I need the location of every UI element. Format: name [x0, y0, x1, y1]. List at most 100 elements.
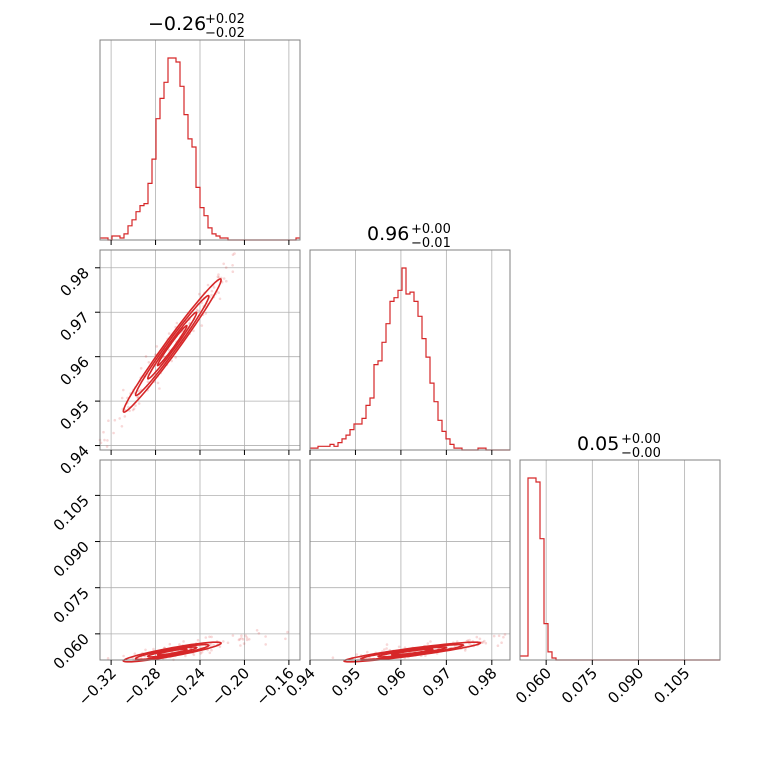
hist-p2-frame: [519, 459, 721, 661]
pair-p1-p2-sample-point: [385, 647, 388, 650]
pair-p0-p2-sample-point: [192, 653, 196, 657]
pair-p0-p2-sample-point: [240, 637, 243, 640]
pair-p0-p1-sample-point: [103, 438, 106, 442]
x-tick-label: −0.28: [119, 664, 164, 709]
x-tick-label: 0.97: [419, 664, 455, 700]
pair-p0-p1-contour-level: [156, 324, 188, 367]
title-param-0-lower: −0.02: [205, 26, 245, 41]
pair-p0-p1-sample-point: [155, 345, 159, 348]
pair-p0-p2-sample-point: [168, 642, 172, 646]
pair-p0-p2-sample-point: [247, 638, 251, 641]
pair-p0-p1-contour-level: [122, 278, 222, 414]
pair-p0-p1-sample-point: [231, 253, 235, 256]
pair-p0-p1-sample-point: [195, 308, 199, 312]
y-tick-label: 0.075: [50, 584, 93, 627]
title-param-2-median: 0.05: [577, 433, 619, 455]
pair-p1-p2-sample-point: [483, 639, 486, 643]
pair-p1-p2-sample-point: [424, 654, 427, 657]
pair-p0-p1-sample-point: [118, 417, 121, 420]
pair-p0-p1-sample-point: [224, 266, 228, 269]
pair-p1-p2-sample-point: [397, 645, 401, 649]
pair-p0-p1-sample-point: [122, 388, 125, 392]
pair-p0-p2-sample-point: [222, 640, 225, 643]
y-tick-label: 0.96: [56, 353, 92, 389]
pair-p0-p2-sample-point: [284, 637, 287, 641]
pair-p0-p1-sample-point: [216, 275, 220, 279]
pair-p1-p2-sample-point: [481, 641, 485, 644]
pair-p0-p1-sample-point: [231, 264, 234, 267]
pair-p0-p1-sample-point: [112, 431, 115, 435]
y-tick-label: 0.95: [56, 397, 92, 433]
pair-p0-p1-sample-point: [198, 292, 201, 296]
pair-p0-p1-sample-point: [197, 309, 200, 313]
y-tick-label: 0.105: [50, 492, 93, 535]
pair-p1-p2-sample-point: [455, 640, 459, 643]
pair-p0-p1-sample-point: [200, 324, 204, 327]
pair-p0-p1-sample-point: [105, 445, 109, 448]
pair-p0-p1-sample-point: [146, 380, 150, 384]
pair-p0-p1-sample-point: [206, 283, 210, 287]
pair-p0-p1-sample-point: [217, 276, 221, 279]
pair-p0-p1-sample-point: [210, 293, 213, 297]
pair-p0-p1-sample-point: [113, 418, 117, 422]
pair-p0-p1-sample-point: [158, 387, 161, 390]
pair-p0-p2-sample-point: [226, 641, 230, 645]
pair-p1-p2-sample-point: [500, 641, 503, 644]
title-param-2-upper: +0.00: [621, 432, 661, 447]
hist-p2-step-line: [520, 477, 720, 661]
pair-p0-p2-sample-point: [238, 637, 242, 641]
pair-p0-p2-sample-point: [106, 657, 110, 660]
pair-p0-p2-sample-point: [178, 643, 181, 646]
pair-p0-p2-sample-point: [208, 651, 212, 655]
data-layer: [98, 57, 720, 663]
pair-p0-p1-sample-point: [106, 439, 109, 442]
pair-p0-p1-sample-point: [231, 270, 235, 274]
pair-p1-p2-sample-point: [484, 641, 488, 645]
x-tick-label: 0.105: [650, 664, 693, 707]
pair-p0-p2-sample-point: [241, 638, 245, 641]
title-param-2: 0.05: [577, 433, 619, 455]
pair-p0-p2-sample-point: [144, 648, 147, 652]
pair-p1-p2-sample-point: [429, 640, 432, 643]
pair-p0-p2-sample-point: [182, 640, 185, 643]
title-param-1-lower: −0.01: [411, 236, 451, 251]
pair-p1-p2-frame: [309, 459, 511, 661]
pair-p0-p2-sample-point: [132, 657, 135, 660]
x-tick-label: 0.95: [328, 664, 364, 700]
pair-p0-p2-sample-point: [245, 636, 249, 639]
pair-p0-p1-sample-point: [123, 415, 127, 418]
pair-p1-p2-sample-point: [502, 635, 505, 639]
pair-p0-p1-sample-point: [204, 312, 208, 315]
pair-p1-p2-sample-point: [383, 648, 386, 651]
y-tick-label: 0.060: [50, 630, 93, 673]
pair-p0-p1-sample-point: [120, 425, 124, 428]
y-tick-label: 0.97: [56, 308, 92, 344]
pair-p1-p2-sample-point: [496, 644, 500, 647]
pair-p0-p2-sample-point: [242, 642, 246, 645]
pair-p0-p1-sample-point: [170, 359, 173, 363]
pair-p0-p2-sample-point: [286, 630, 289, 634]
pair-p0-p1-sample-point: [102, 430, 105, 434]
pair-p0-p1-sample-point: [144, 355, 148, 358]
pair-p0-p1-sample-point: [210, 289, 214, 293]
x-tick-label: 0.060: [512, 664, 555, 707]
pair-p1-p2-sample-point: [355, 653, 359, 656]
pair-p0-p1-sample-point: [137, 402, 141, 405]
x-tick-label: 0.96: [373, 664, 409, 700]
title-param-1-median: 0.96: [367, 223, 409, 245]
pair-p0-p2-sample-point: [231, 634, 235, 637]
pair-p1-p2-sample-point: [426, 642, 430, 645]
pair-p0-p2-sample-point: [245, 638, 249, 642]
pair-p0-p1-sample-point: [217, 291, 220, 295]
x-tick-label: 0.98: [464, 664, 500, 700]
pair-p0-p1-sample-point: [137, 389, 141, 393]
hist-p1-frame: [309, 249, 511, 451]
x-tick-label: −0.20: [208, 664, 253, 709]
tick-layer: 0.060 0.075 0.090 0.1050.940.950.960.970.98…: [50, 240, 693, 709]
pair-p1-p2-contour-level: [343, 641, 482, 663]
pair-p0-p1-contour-level: [134, 294, 210, 397]
pair-p0-p1-sample-point: [127, 405, 130, 409]
pair-p0-p2-sample-point: [257, 632, 261, 635]
pair-p0-p2-sample-point: [210, 648, 213, 652]
